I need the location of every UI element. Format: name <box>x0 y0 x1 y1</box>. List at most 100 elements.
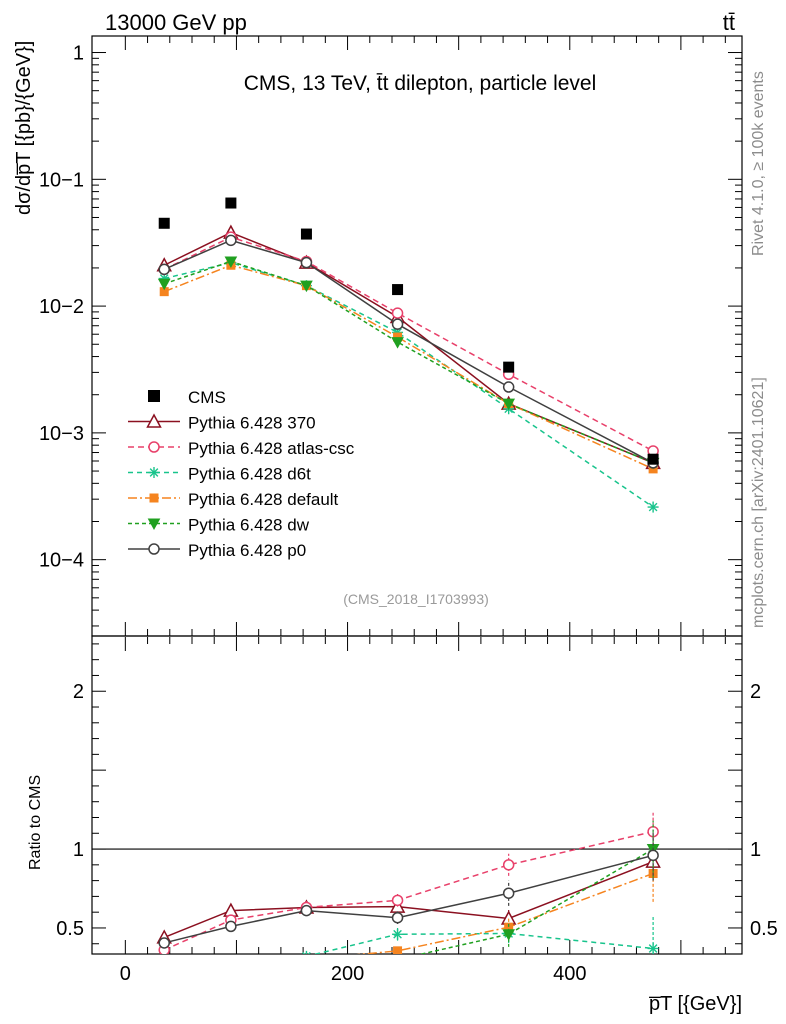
ratio-point-stroke <box>227 956 235 964</box>
legend-marker <box>148 467 160 478</box>
series-line <box>163 239 654 464</box>
ratio-line <box>313 932 654 954</box>
ratio-line <box>163 860 654 939</box>
x-axis-ticks: 0 200 400 <box>120 36 726 985</box>
legend-label: CMS <box>188 388 226 407</box>
series-point <box>391 337 404 349</box>
ratio-point <box>159 968 170 978</box>
mcplots-label: mcplots.cern.ch [arXiv:2401.10621] <box>750 377 767 628</box>
ratio-line <box>163 830 654 951</box>
lower-y-axis-label: Ratio to CMS <box>27 775 44 870</box>
data-point <box>158 217 170 229</box>
upper-y-tick-label: 10−2 <box>39 296 84 318</box>
legend-data-marker <box>148 390 160 402</box>
upper-series-group <box>156 197 661 513</box>
ratio-line <box>356 872 654 954</box>
upper-y-tick-label: 10−1 <box>39 169 84 191</box>
series-point <box>391 307 404 319</box>
ratio-point <box>226 955 235 964</box>
data-point <box>647 453 659 465</box>
ratio-point-stroke <box>160 971 168 979</box>
legend-label: Pythia 6.428 370 <box>188 414 316 433</box>
upper-axis-ticks: 1 10−1 10−2 10−3 10−4 <box>39 43 742 627</box>
ratio-point <box>647 849 659 862</box>
ratio-tick-label-left: 2 <box>73 681 84 703</box>
series-point <box>502 381 515 393</box>
upper-y-tick-label: 10−3 <box>39 423 84 445</box>
x-tick-label: 0 <box>120 963 131 985</box>
series-point <box>393 332 403 342</box>
series-point <box>157 278 171 291</box>
ratio-point <box>301 955 312 965</box>
lower-series-group <box>156 812 661 981</box>
ratio-line <box>164 854 654 944</box>
legend-marker <box>146 413 162 428</box>
legend-label: Pythia 6.428 default <box>188 490 339 509</box>
ratio-point <box>502 929 516 941</box>
ratio-point-stroke <box>648 944 658 953</box>
plot-title: CMS, 13 TeV, t̄t dilepton, particle leve… <box>244 72 597 95</box>
ratio-point <box>647 942 659 954</box>
ratio-point <box>392 955 403 965</box>
ratio-point-stroke <box>307 952 311 954</box>
ratio-point <box>391 911 404 924</box>
ratio-point <box>502 859 515 871</box>
upper-y-tick-label: 1 <box>73 43 84 65</box>
legend-marker <box>148 543 160 555</box>
beam-label: 13000 GeV pp <box>105 10 247 35</box>
ratio-tick-label-left: 0.5 <box>56 918 84 940</box>
upper-y-axis-label: dσ/dp̅T [{pb}/{GeV}] <box>13 41 35 215</box>
series-line <box>163 264 654 470</box>
legend-label: Pythia 6.428 d6t <box>188 465 311 484</box>
ratio-tick-label-right: 0.5 <box>750 918 778 940</box>
legend-marker <box>148 441 160 453</box>
ratio-tick-label-left: 1 <box>73 839 84 861</box>
legend-marker <box>149 493 159 503</box>
rivet-label: Rivet 4.1.0, ≥ 100k events <box>750 71 767 256</box>
series-line <box>163 260 654 464</box>
ratio-point <box>504 922 514 932</box>
series-point <box>225 234 237 247</box>
legend: CMS Pythia 6.428 370 Pythia 6.428 atlas-cs… <box>128 388 355 560</box>
data-point <box>503 361 515 373</box>
series-point <box>300 280 313 293</box>
ratio-point <box>302 950 311 954</box>
legend-label: Pythia 6.428 atlas-csc <box>188 439 355 458</box>
ratio-tick-label-right: 2 <box>750 681 761 703</box>
process-label: tt̄ <box>723 10 735 35</box>
series-point <box>300 256 313 269</box>
series-line <box>163 236 654 452</box>
legend-marker <box>147 518 161 531</box>
ratio-point <box>225 955 236 965</box>
data-point <box>392 284 404 296</box>
x-axis-label: p̅T [{GeV}] <box>649 993 742 1015</box>
ratio-point <box>302 955 311 964</box>
ratio-point-stroke <box>227 956 235 964</box>
ratio-point <box>225 920 237 933</box>
data-point <box>300 228 312 240</box>
upper-y-tick-label: 10−4 <box>39 550 84 572</box>
x-tick-label: 200 <box>331 963 364 985</box>
ratio-point-stroke <box>160 971 168 979</box>
ratio-point <box>159 970 170 981</box>
ratio-tick-label-right: 1 <box>750 839 761 861</box>
analysis-tag: (CMS_2018_I1703993) <box>343 591 489 607</box>
series-point-stroke <box>648 502 658 512</box>
ratio-point <box>391 894 404 907</box>
ratio-point-stroke <box>393 929 402 939</box>
series-point <box>158 263 170 276</box>
series-point <box>159 287 169 297</box>
ratio-point <box>502 887 515 899</box>
ratio-point <box>300 904 313 917</box>
series-point <box>647 501 659 513</box>
series-point <box>502 398 516 411</box>
ratio-point <box>160 958 169 967</box>
data-point <box>225 197 237 209</box>
ratio-point <box>392 928 404 940</box>
ratio-point <box>225 954 236 965</box>
legend-label: Pythia 6.428 p0 <box>188 541 306 560</box>
ratio-point <box>393 946 403 954</box>
ratio-point <box>158 937 170 949</box>
legend-marker-stroke <box>149 468 159 477</box>
